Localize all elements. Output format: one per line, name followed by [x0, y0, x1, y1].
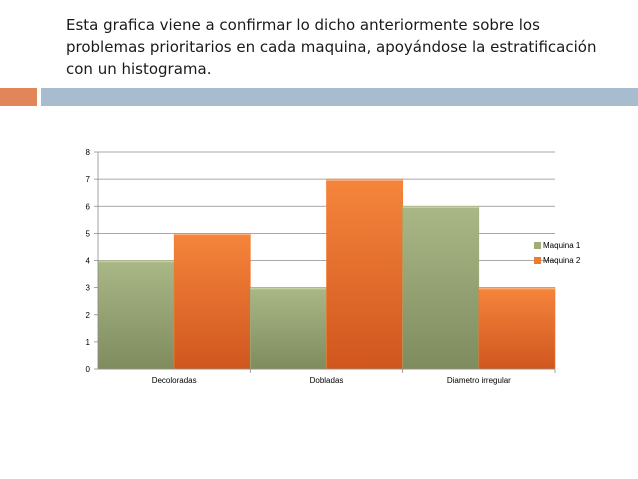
slide-text: Esta grafica viene a confirmar lo dicho …	[66, 16, 597, 78]
legend: Maquina 1 Maquina 2	[534, 241, 581, 265]
x-tick-label: Dobladas	[310, 376, 344, 385]
x-tick-label: Decoloradas	[152, 376, 197, 385]
bar-1-2	[250, 287, 327, 370]
y-tick-label: 1	[86, 338, 91, 347]
legend-swatch	[534, 242, 541, 249]
y-tick-label: 0	[86, 365, 91, 374]
y-tick-label: 6	[86, 202, 91, 211]
y-tick-label: 3	[86, 284, 91, 293]
legend-label: Maquina 1	[543, 241, 581, 250]
bar-2-3	[478, 287, 556, 370]
axes: 0 1 2 3 4 5 6 7 8 Decoloradas Dobladas Diametro irr…	[86, 148, 556, 385]
y-tick-label: 8	[86, 148, 91, 157]
accent-bar-orange	[0, 88, 37, 106]
bars	[97, 178, 556, 370]
chart: 0 1 2 3 4 5 6 7 8 Decoloradas Dobladas Diametro irr…	[60, 140, 620, 390]
bar-chart-svg: 0 1 2 3 4 5 6 7 8 Decoloradas Dobladas Diametro irr…	[86, 148, 581, 385]
y-tick-label: 7	[86, 175, 91, 184]
legend-label: Maquina 2	[543, 256, 581, 265]
x-tick-label: Diametro irregular	[447, 376, 511, 385]
y-tick-label: 2	[86, 311, 91, 320]
y-tick-label: 5	[86, 229, 91, 238]
bar-2-2	[326, 178, 403, 370]
bar-2-1	[173, 233, 251, 370]
bar-1-3	[402, 205, 480, 370]
accent-bar-blue	[41, 88, 638, 106]
bar-1-1	[97, 260, 175, 370]
legend-swatch	[534, 257, 541, 264]
y-tick-label: 4	[86, 257, 91, 266]
